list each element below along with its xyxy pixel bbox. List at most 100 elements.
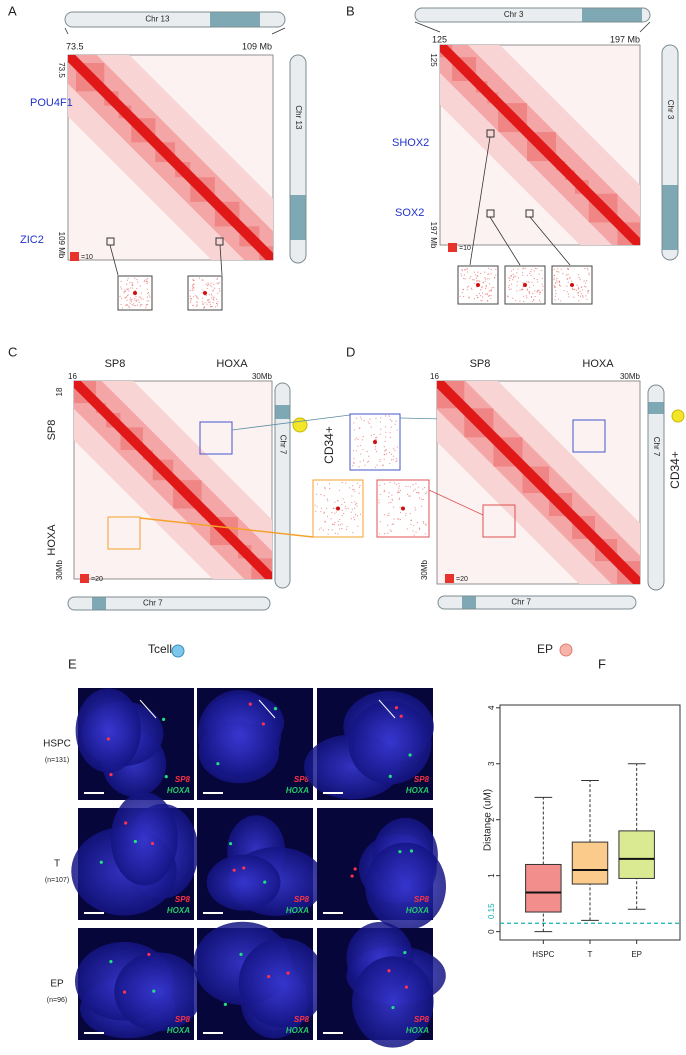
inset-dot [384,450,386,452]
inset-dot [353,516,355,518]
label: HOXA [286,906,309,915]
inset-peak [336,506,340,511]
inset-dot [485,278,487,280]
inset-dot [408,495,410,497]
inset-dot [571,287,574,289]
inset-dot [578,300,580,302]
label: 16 [430,372,439,381]
probe-dot [152,989,156,993]
inset-dot [488,295,491,297]
inset-dot [136,304,138,306]
probe-dot [232,868,236,872]
probe-dot [404,985,409,989]
inset-dot [147,303,149,306]
label: SP8 [414,895,430,904]
label: SP8 [294,1015,310,1024]
inset-dot [129,287,132,289]
inset-dot [213,283,215,285]
chromosome [437,595,637,610]
inset-dot [129,281,131,284]
probe-dot [248,702,252,706]
panel-label: B [346,3,355,18]
inset-dot [516,272,518,274]
y-tick-label: 2 [487,817,496,822]
probe-dot [391,1005,395,1010]
inset-dot [522,271,524,274]
inset-dot [210,293,212,295]
label: HOXA [406,906,429,915]
inset-dot [569,277,571,280]
inset-dot [390,459,393,461]
inset-dot [541,289,543,291]
inset-dot [314,504,316,506]
inset-dot [316,493,318,495]
inset-dot [212,290,214,292]
inset-dot [334,532,337,535]
inset-dot [426,491,428,493]
inset-dot [358,427,360,429]
inset-dot [332,507,335,510]
inset-dot [526,281,528,283]
inset-dot [464,269,467,271]
inset-dot [490,290,492,292]
inset-dot [209,284,211,286]
inset-dot [145,279,147,281]
inset-dot [481,292,484,294]
inset-dot [383,453,386,456]
box [525,863,562,913]
inset-dot [490,272,492,275]
inset-dot [146,300,148,302]
nucleus [206,854,281,911]
inset-dot [481,286,483,288]
inset-dot [196,301,198,303]
inset-dot [208,299,210,301]
inset-dot [558,271,560,273]
inset-dot [324,521,326,523]
inset-dot [379,433,381,435]
label: CD34+ [668,451,682,489]
inset-dot [353,463,355,465]
inset-dot [216,282,218,284]
inset-dot [206,303,208,305]
panel-label: D [346,344,355,359]
inset-dot [330,518,332,520]
inset-dot [379,521,381,523]
inset-dot [378,502,380,504]
inset-dot [531,281,533,283]
inset-dot [537,281,539,283]
inset-dot [512,276,515,279]
inset-dot [554,287,556,289]
inset-dot [484,293,486,295]
inset-dot [530,270,532,273]
inset-dot [396,446,398,448]
label: HOXA [406,786,429,795]
inset-dot [511,283,513,285]
inset-dot [512,273,514,275]
inset-dot [148,294,150,296]
inset-dot [588,274,590,276]
inset-dot [413,524,415,527]
inset-dot [399,506,401,509]
inset-dot [192,278,194,280]
probe-dot [403,950,407,955]
label: SP8 [175,775,191,784]
scale-bar [203,792,223,794]
inset-dot [354,514,357,516]
probe-dot [398,850,402,854]
inset-dot [136,278,138,281]
inset-dot [586,298,588,300]
inset-dot [461,270,463,272]
inset-dot [463,274,465,276]
inset-dot [131,284,133,286]
inset-dot [358,466,360,468]
inset-dot [213,299,215,301]
inset-dot [201,279,204,281]
inset-dot [352,485,354,487]
inset-dot [397,518,399,520]
inset-dot [485,285,487,288]
inset-dot [352,489,354,491]
inset-dot [206,287,208,290]
chromosome-band [648,402,664,414]
inset-dot [361,439,363,441]
inset-dot [378,499,380,501]
